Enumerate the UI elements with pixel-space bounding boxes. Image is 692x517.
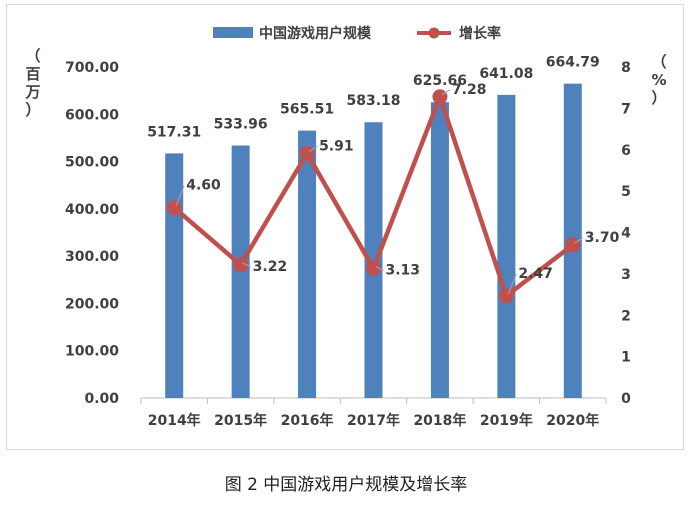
y-left-axis-title-char: 万 bbox=[24, 83, 40, 101]
growth-label-leader bbox=[242, 262, 251, 268]
figure-caption: 图 2 中国游戏用户规模及增长率 bbox=[224, 475, 468, 495]
y-left-tick-label: 500.00 bbox=[65, 155, 119, 171]
y-left-tick-label: 300.00 bbox=[65, 249, 119, 265]
growth-rate-marker bbox=[432, 89, 448, 105]
x-tick-label: 2019年 bbox=[480, 412, 533, 429]
y-right-tick-label: 2 bbox=[621, 308, 631, 324]
y-left-tick-label: 700.00 bbox=[65, 60, 119, 76]
bar-value-label: 533.96 bbox=[214, 117, 268, 133]
y-right-tick-label: 8 bbox=[621, 60, 631, 76]
growth-rate-marker bbox=[366, 260, 381, 276]
y-left-tick-label: 600.00 bbox=[65, 107, 119, 123]
growth-value-label: 7.28 bbox=[452, 82, 487, 98]
legend-bar-label: 中国游戏用户规模 bbox=[259, 25, 372, 42]
growth-value-label: 3.13 bbox=[386, 262, 421, 278]
x-tick-label: 2020年 bbox=[546, 412, 599, 429]
bar-user-scale bbox=[430, 102, 449, 399]
bar-value-label: 625.66 bbox=[413, 73, 467, 89]
growth-rate-marker bbox=[233, 257, 249, 273]
bar-value-label: 641.08 bbox=[479, 66, 533, 82]
growth-label-leader bbox=[175, 185, 185, 206]
y-right-tick-label: 6 bbox=[621, 143, 631, 159]
x-tick-label: 2015年 bbox=[214, 412, 267, 429]
bar-user-scale bbox=[298, 130, 317, 399]
y-left-axis-title-char: ） bbox=[25, 101, 40, 119]
y-left-axis-title-char: 百 bbox=[25, 65, 40, 83]
chart-frame: 0.00 100.00 200.00 300.00 400.00 500.00 600.00… bbox=[6, 4, 684, 450]
growth-value-label: 3.22 bbox=[253, 259, 288, 275]
growth-label-leader bbox=[308, 146, 318, 152]
y-right-tick-label: 0 bbox=[621, 391, 631, 407]
bar-value-label: 517.31 bbox=[147, 124, 201, 140]
bar-user-scale bbox=[364, 122, 383, 399]
growth-rate-marker bbox=[299, 145, 315, 161]
growth-value-label: 4.60 bbox=[186, 178, 221, 194]
y-right-tick-label: 7 bbox=[621, 101, 631, 117]
legend-line-label: 增长率 bbox=[459, 25, 501, 42]
y-left-tick-label: 400.00 bbox=[65, 202, 119, 218]
x-tick-label: 2014年 bbox=[148, 412, 201, 429]
bar-value-label: 583.18 bbox=[346, 93, 400, 109]
x-tick-label: 2017年 bbox=[347, 412, 400, 429]
y-right-tick-label: 3 bbox=[621, 267, 631, 283]
y-right-axis-title-char: % bbox=[651, 71, 666, 89]
y-left-tick-label: 200.00 bbox=[65, 296, 119, 312]
legend-line-marker bbox=[428, 27, 440, 39]
growth-value-label: 5.91 bbox=[319, 138, 354, 154]
bar-user-scale bbox=[497, 94, 516, 398]
growth-label-leader bbox=[507, 273, 517, 294]
growth-value-label: 2.47 bbox=[518, 266, 553, 282]
y-left-tick-label: 100.00 bbox=[65, 344, 119, 360]
y-right-axis-title-char: （ bbox=[651, 53, 666, 71]
growth-label-leader bbox=[375, 266, 384, 271]
y-right-tick-label: 5 bbox=[621, 184, 631, 200]
combo-chart: 0.00 100.00 200.00 300.00 400.00 500.00 600.00… bbox=[24, 25, 666, 429]
bar-user-scale bbox=[165, 153, 184, 398]
growth-rate-marker bbox=[498, 288, 514, 304]
growth-rate-marker bbox=[565, 237, 581, 253]
y-right-tick-label: 4 bbox=[621, 226, 631, 242]
y-left-tick-label: 0.00 bbox=[84, 391, 119, 407]
growth-label-leader bbox=[441, 89, 451, 96]
growth-value-label: 3.70 bbox=[585, 230, 620, 246]
bar-value-label: 565.51 bbox=[280, 102, 334, 118]
legend-bar-swatch bbox=[213, 27, 253, 38]
growth-rate-marker bbox=[166, 200, 182, 216]
y-left-axis-title-char: （ bbox=[25, 47, 40, 65]
growth-label-leader bbox=[574, 237, 584, 244]
bar-value-label: 664.79 bbox=[546, 55, 600, 71]
y-right-axis-title-char: ） bbox=[651, 89, 666, 107]
x-tick-label: 2018年 bbox=[413, 412, 466, 429]
y-right-tick-label: 1 bbox=[621, 350, 631, 366]
x-tick-label: 2016年 bbox=[281, 412, 334, 429]
